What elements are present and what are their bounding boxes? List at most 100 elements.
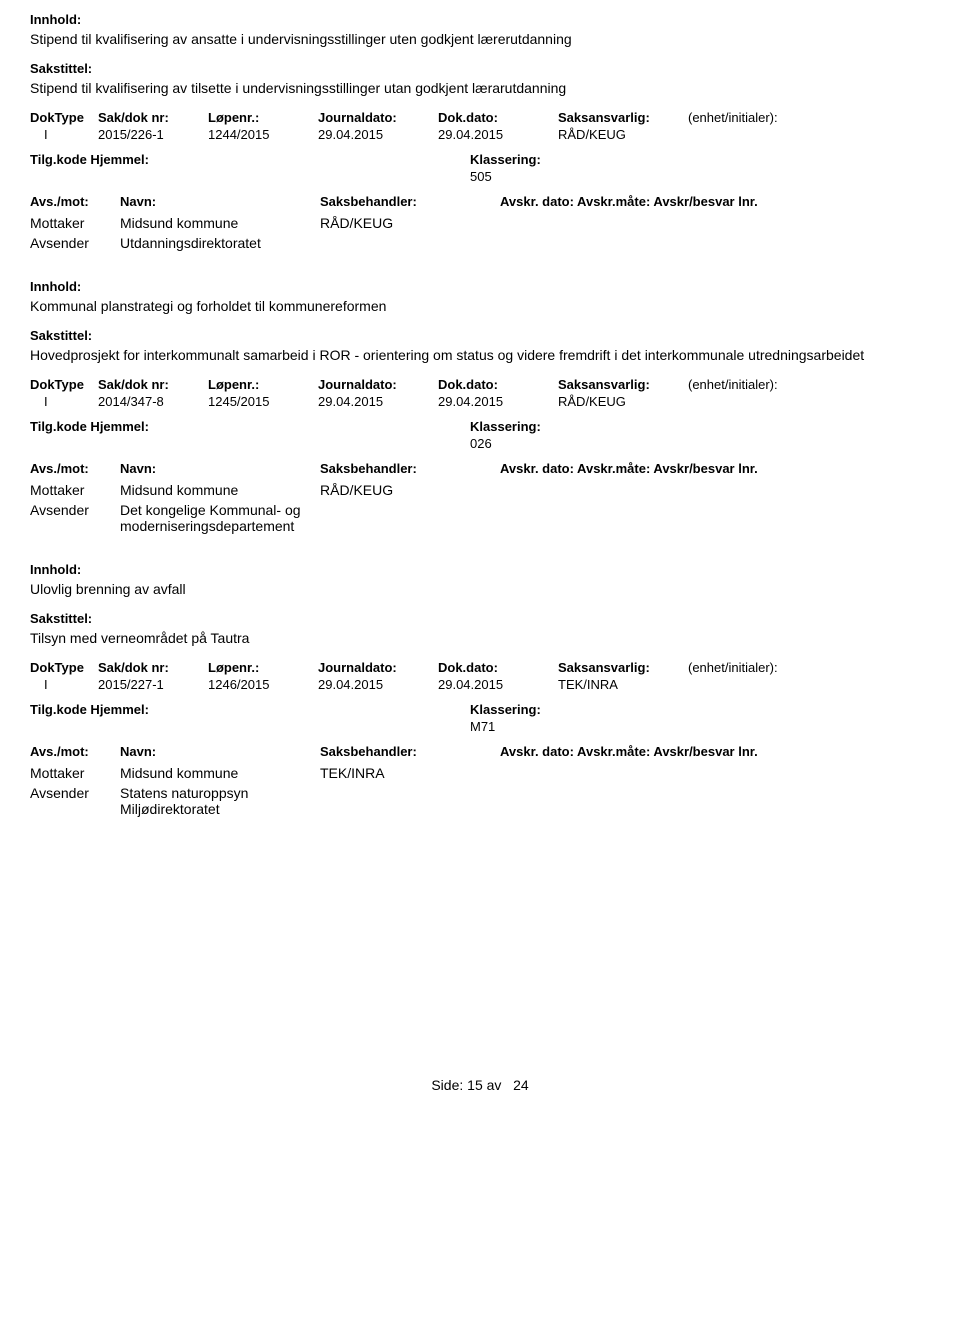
klassering-label: Klassering: [470,419,541,434]
avsmot-label: Avs./mot: [30,744,120,759]
avsmot-label: Avs./mot: [30,194,120,209]
dokdato-header: Dok.dato: [438,377,558,392]
footer-prefix: Side: [431,1077,463,1093]
doktype-header: DokType [30,377,98,392]
avsender-role: Avsender [30,235,120,251]
lopenr-value: 1245/2015 [208,394,318,409]
doktype-value: I [30,677,98,692]
avsender-role: Avsender [30,785,120,817]
tilg-row: Tilg.kode Hjemmel: Klassering: [30,419,930,434]
sakstittel-text: Tilsyn med verneområdet på Tautra [30,630,930,646]
mottaker-row: Mottaker Midsund kommune TEK/INRA [30,765,930,781]
avsender-name: Statens naturoppsyn Miljødirektoratet [120,785,320,817]
enhet-header: (enhet/initialer): [688,660,818,675]
saksansvarlig-value: RÅD/KEUG [558,127,688,142]
sakstittel-text: Stipend til kvalifisering av tilsette i … [30,80,930,96]
tilgkode-hjemmel-label: Tilg.kode Hjemmel: [30,152,470,167]
journal-entry: Innhold: Stipend til kvalifisering av an… [30,12,930,251]
avsender-handler [320,235,500,251]
meta-header-row: DokType Sak/dok nr: Løpenr.: Journaldato… [30,377,930,392]
innhold-text: Ulovlig brenning av avfall [30,581,930,597]
sakdoknr-value: 2015/227-1 [98,677,208,692]
mottaker-name: Midsund kommune [120,765,320,781]
avskr-label: Avskr. dato: Avskr.måte: Avskr/besvar ln… [500,744,758,759]
innhold-label: Innhold: [30,279,930,294]
sakdoknr-header: Sak/dok nr: [98,377,208,392]
klassering-label: Klassering: [470,152,541,167]
avsender-handler [320,785,500,817]
avsender-handler [320,502,500,534]
page-footer: Side: 15 av 24 [30,1077,930,1093]
avsender-name: Utdanningsdirektoratet [120,235,320,251]
saksbehandler-label: Saksbehandler: [320,744,500,759]
sakdoknr-header: Sak/dok nr: [98,110,208,125]
doktype-header: DokType [30,110,98,125]
tilgkode-hjemmel-label: Tilg.kode Hjemmel: [30,419,470,434]
mottaker-role: Mottaker [30,215,120,231]
tilg-row: Tilg.kode Hjemmel: Klassering: [30,152,930,167]
navn-label: Navn: [120,194,320,209]
dokdato-header: Dok.dato: [438,660,558,675]
footer-page: 15 av [467,1077,501,1093]
meta-value-row: I 2015/227-1 1246/2015 29.04.2015 29.04.… [30,677,930,692]
saksansvarlig-header: Saksansvarlig: [558,110,688,125]
lopenr-header: Løpenr.: [208,377,318,392]
avskr-label: Avskr. dato: Avskr.måte: Avskr/besvar ln… [500,194,758,209]
lopenr-value: 1244/2015 [208,127,318,142]
enhet-header: (enhet/initialer): [688,377,818,392]
footer-total: 24 [513,1077,529,1093]
innhold-text: Kommunal planstrategi og forholdet til k… [30,298,930,314]
mottaker-row: Mottaker Midsund kommune RÅD/KEUG [30,482,930,498]
journal-entry: Innhold: Kommunal planstrategi og forhol… [30,279,930,534]
meta-value-row: I 2014/347-8 1245/2015 29.04.2015 29.04.… [30,394,930,409]
journaldato-header: Journaldato: [318,110,438,125]
avsender-row: Avsender Det kongelige Kommunal- og mode… [30,502,930,534]
mottaker-handler: RÅD/KEUG [320,215,500,231]
enhet-value [688,127,818,142]
saksansvarlig-header: Saksansvarlig: [558,377,688,392]
saksbehandler-label: Saksbehandler: [320,194,500,209]
doktype-value: I [30,127,98,142]
mottaker-name: Midsund kommune [120,482,320,498]
journaldato-value: 29.04.2015 [318,394,438,409]
navn-label: Navn: [120,744,320,759]
enhet-value [688,677,818,692]
mottaker-role: Mottaker [30,482,120,498]
journaldato-value: 29.04.2015 [318,127,438,142]
lopenr-value: 1246/2015 [208,677,318,692]
sakstittel-text: Hovedprosjekt for interkommunalt samarbe… [30,347,930,363]
dokdato-value: 29.04.2015 [438,127,558,142]
dokdato-value: 29.04.2015 [438,677,558,692]
mottaker-name: Midsund kommune [120,215,320,231]
sakstittel-label: Sakstittel: [30,328,930,343]
saksansvarlig-value: RÅD/KEUG [558,394,688,409]
sakdoknr-value: 2015/226-1 [98,127,208,142]
mottaker-handler: RÅD/KEUG [320,482,500,498]
tilgkode-hjemmel-label: Tilg.kode Hjemmel: [30,702,470,717]
dokdato-header: Dok.dato: [438,110,558,125]
dokdato-value: 29.04.2015 [438,394,558,409]
saksansvarlig-value: TEK/INRA [558,677,688,692]
sakstittel-label: Sakstittel: [30,61,930,76]
saksansvarlig-header: Saksansvarlig: [558,660,688,675]
avsender-row: Avsender Statens naturoppsyn Miljødirekt… [30,785,930,817]
avskr-label: Avskr. dato: Avskr.måte: Avskr/besvar ln… [500,461,758,476]
enhet-header: (enhet/initialer): [688,110,818,125]
journal-entry: Innhold: Ulovlig brenning av avfall Saks… [30,562,930,817]
journaldato-header: Journaldato: [318,377,438,392]
meta-header-row: DokType Sak/dok nr: Løpenr.: Journaldato… [30,110,930,125]
avs-header-row: Avs./mot: Navn: Saksbehandler: Avskr. da… [30,194,930,209]
journaldato-value: 29.04.2015 [318,677,438,692]
mottaker-handler: TEK/INRA [320,765,500,781]
klassering-value: 505 [470,169,930,184]
klassering-value: M71 [470,719,930,734]
mottaker-row: Mottaker Midsund kommune RÅD/KEUG [30,215,930,231]
avsmot-label: Avs./mot: [30,461,120,476]
mottaker-role: Mottaker [30,765,120,781]
sakdoknr-value: 2014/347-8 [98,394,208,409]
innhold-label: Innhold: [30,562,930,577]
sakstittel-label: Sakstittel: [30,611,930,626]
tilg-row: Tilg.kode Hjemmel: Klassering: [30,702,930,717]
innhold-label: Innhold: [30,12,930,27]
meta-header-row: DokType Sak/dok nr: Løpenr.: Journaldato… [30,660,930,675]
